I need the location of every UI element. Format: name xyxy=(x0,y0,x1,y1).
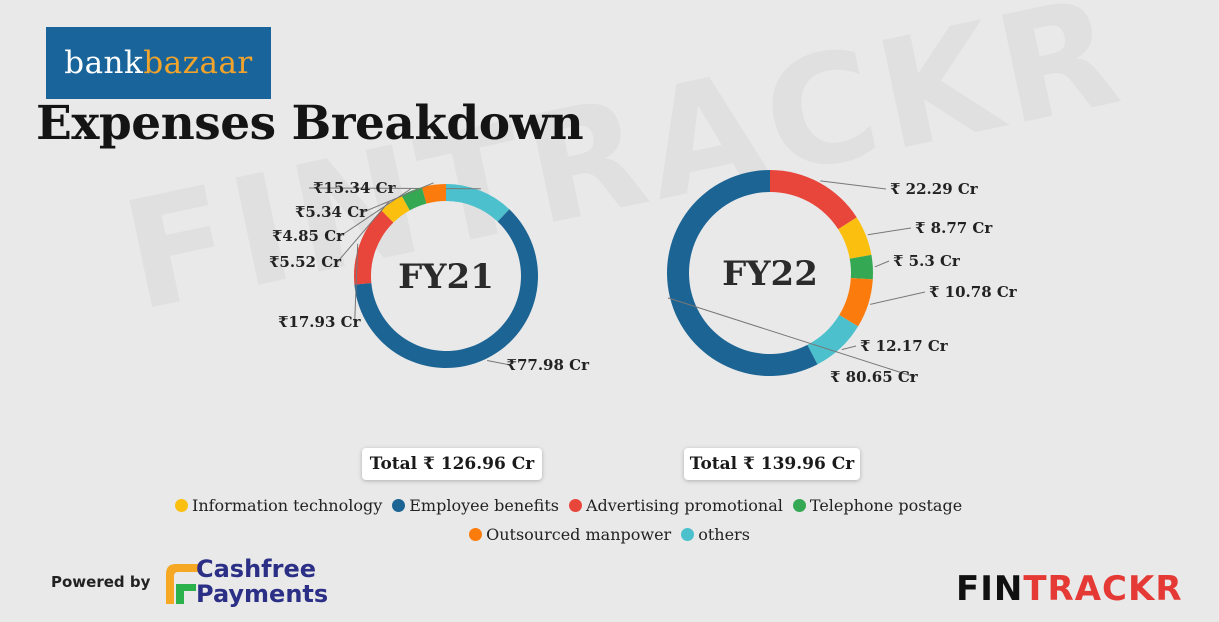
legend-label: Advertising promotional xyxy=(585,496,783,515)
cashfree-logo-icon xyxy=(166,564,202,604)
legend-item-others: others xyxy=(681,525,750,544)
page-title: Expenses Breakdown xyxy=(36,96,584,151)
donut-slice-fy22-advertising-promotional xyxy=(770,170,857,230)
logo-part-bazaar: bazaar xyxy=(143,45,253,81)
data-label: ₹5.34 Cr xyxy=(295,203,368,221)
legend-item-outsourced-manpower: Outsourced manpower xyxy=(469,525,671,544)
data-label: ₹ 5.3 Cr xyxy=(893,252,961,270)
donut-slice-fy22-others xyxy=(807,315,859,365)
leader-line xyxy=(337,200,391,263)
donut-center-label: FY21 xyxy=(398,257,494,297)
total-fy21: Total ₹ 126.96 Cr xyxy=(362,448,542,480)
legend-label: Information technology xyxy=(192,496,383,515)
legend-item-telephone-postage: Telephone postage xyxy=(792,496,963,515)
data-label: ₹17.93 Cr xyxy=(278,313,362,331)
legend-dot xyxy=(792,499,806,512)
legend-item-information-technology: Information technology xyxy=(175,496,382,515)
donut-slice-fy21-others xyxy=(446,184,510,222)
cashfree-wordmark: Cashfree Payments xyxy=(196,557,328,607)
cashfree-line-2: Payments xyxy=(196,580,329,608)
leader-line xyxy=(874,260,890,268)
fintrackr-part-1: FIN xyxy=(956,569,1024,609)
legend-row-2: Outsourced manpower others xyxy=(0,525,1219,544)
data-label: ₹4.85 Cr xyxy=(272,227,345,245)
cashfree-line-1: Cashfree xyxy=(196,555,317,583)
legend-dot xyxy=(681,528,695,541)
data-label: ₹ 12.17 Cr xyxy=(860,337,949,355)
legend-item-employee-benefits: Employee benefits xyxy=(392,496,559,515)
leader-line xyxy=(667,297,916,378)
donut-slice-fy22-outsourced-manpower xyxy=(839,277,873,327)
donut-slice-fy22-telephone-postage xyxy=(849,254,873,280)
leader-line xyxy=(363,182,434,213)
donut-slice-fy21-employee-benefits xyxy=(354,209,538,368)
fintrackr-part-2: TRACKR xyxy=(1023,569,1183,609)
data-label: ₹5.52 Cr xyxy=(269,253,342,271)
powered-by-label: Powered by xyxy=(51,573,151,591)
leader-line xyxy=(820,180,887,190)
bankbazaar-logo: bank bazaar xyxy=(46,27,271,99)
legend-label: others xyxy=(698,525,750,544)
data-label: ₹ 22.29 Cr xyxy=(890,180,979,198)
leader-line xyxy=(354,243,359,323)
donut-slice-fy21-advertising-promotional xyxy=(353,210,394,285)
legend-label: Telephone postage xyxy=(809,496,963,515)
data-label: ₹ 8.77 Cr xyxy=(915,219,993,237)
data-label: ₹15.34 Cr xyxy=(313,179,397,197)
legend-dot xyxy=(392,499,406,512)
leader-line xyxy=(867,227,912,236)
total-fy22: Total ₹ 139.96 Cr xyxy=(684,448,860,480)
donut-slice-fy22-employee-benefits xyxy=(667,170,818,376)
logo-part-bank: bank xyxy=(64,45,144,81)
legend-dot xyxy=(469,528,483,541)
legend-dot xyxy=(175,499,188,512)
donut-slice-fy21-outsourced-manpower xyxy=(421,184,446,204)
leader-line xyxy=(841,345,857,351)
legend-item-advertising-promotional: Advertising promotional xyxy=(568,496,783,515)
legend-label: Employee benefits xyxy=(409,496,559,515)
donut-center-label: FY22 xyxy=(722,254,818,294)
fintrackr-logo: FINTRACKR xyxy=(956,569,1183,609)
leader-line xyxy=(487,360,511,366)
data-label: ₹ 80.65 Cr xyxy=(830,368,919,386)
legend-row-1: Information technology Employee benefits… xyxy=(0,496,1219,515)
legend-label: Outsourced manpower xyxy=(486,525,672,544)
leader-line xyxy=(308,187,481,190)
data-label: ₹ 10.78 Cr xyxy=(929,283,1018,301)
leader-line xyxy=(870,291,926,305)
data-label: ₹77.98 Cr xyxy=(507,356,591,374)
donut-slice-fy21-information-technology xyxy=(381,195,410,223)
donut-slice-fy21-telephone-postage xyxy=(401,187,427,211)
donut-slice-fy22-information-technology xyxy=(838,217,872,259)
legend-dot xyxy=(568,499,582,512)
